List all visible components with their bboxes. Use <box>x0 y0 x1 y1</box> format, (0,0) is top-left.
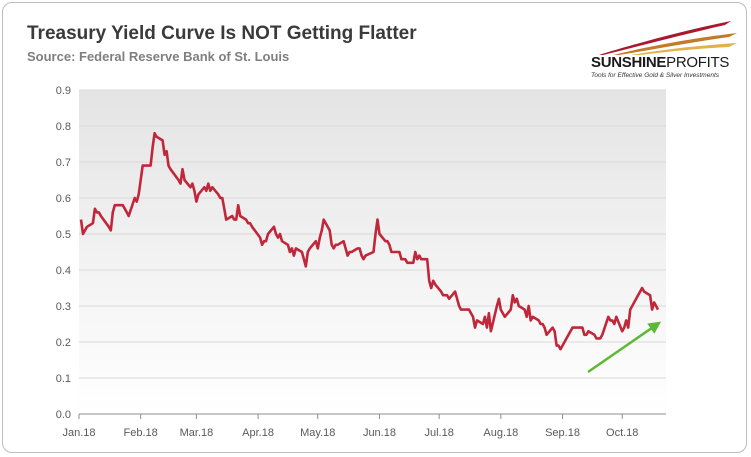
y-tick-label: 0.5 <box>56 229 71 241</box>
logo-name-light: PROFITS <box>666 54 730 71</box>
x-tick-label: Feb.18 <box>124 427 158 439</box>
y-tick-label: 0.3 <box>56 301 71 313</box>
x-axis: Jan.18 Feb.18 Mar.18 Apr.18 May.18 Jun.18 Jul.… <box>62 414 638 439</box>
chart-subtitle: Source: Federal Reserve Bank of St. Loui… <box>27 49 290 64</box>
x-tick-label: Jan.18 <box>62 427 95 439</box>
y-tick-label: 0.4 <box>56 265 71 277</box>
gridlines <box>79 89 666 379</box>
y-tick-label: 0.6 <box>56 193 71 205</box>
logo-name: SUNSHINEPROFITS <box>591 54 729 71</box>
logo-tagline: Tools for Effective Gold & Silver Invest… <box>591 72 720 79</box>
x-tick-label: Jun.18 <box>363 427 396 439</box>
y-tick-label: 0.2 <box>56 337 71 349</box>
chart-title: Treasury Yield Curve Is NOT Getting Flat… <box>27 23 417 44</box>
logo-swoosh-icon <box>599 21 737 55</box>
x-tick-label: Apr.18 <box>242 427 274 439</box>
x-tick-label: Jul.18 <box>424 427 453 439</box>
y-tick-label: 0.7 <box>56 157 71 169</box>
y-axis: 0.0 0.1 0.2 0.3 0.4 0.5 0.6 0.7 0.8 0.9 <box>56 85 71 421</box>
y-tick-label: 0.8 <box>56 121 71 133</box>
x-tick-label: Sep.18 <box>545 427 580 439</box>
x-tick-label: Mar.18 <box>180 427 214 439</box>
sunshine-profits-logo: SUNSHINEPROFITS Tools for Effective Gold… <box>591 19 739 81</box>
x-tick-label: Aug.18 <box>483 427 518 439</box>
y-tick-label: 0.0 <box>56 409 71 421</box>
trend-arrow-icon <box>587 321 662 374</box>
x-tick-label: May.18 <box>300 427 335 439</box>
yield-curve-chart: 0.0 0.1 0.2 0.3 0.4 0.5 0.6 0.7 0.8 0.9 Jan.18 Feb… <box>56 85 666 439</box>
chart-frame: Treasury Yield Curve Is NOT Getting Flat… <box>2 2 747 453</box>
yield-spread-line <box>79 131 660 351</box>
x-tick-label: Oct.18 <box>606 427 638 439</box>
y-tick-label: 0.9 <box>56 85 71 97</box>
y-tick-label: 0.1 <box>56 373 71 385</box>
logo-name-bold: SUNSHINE <box>591 54 667 71</box>
